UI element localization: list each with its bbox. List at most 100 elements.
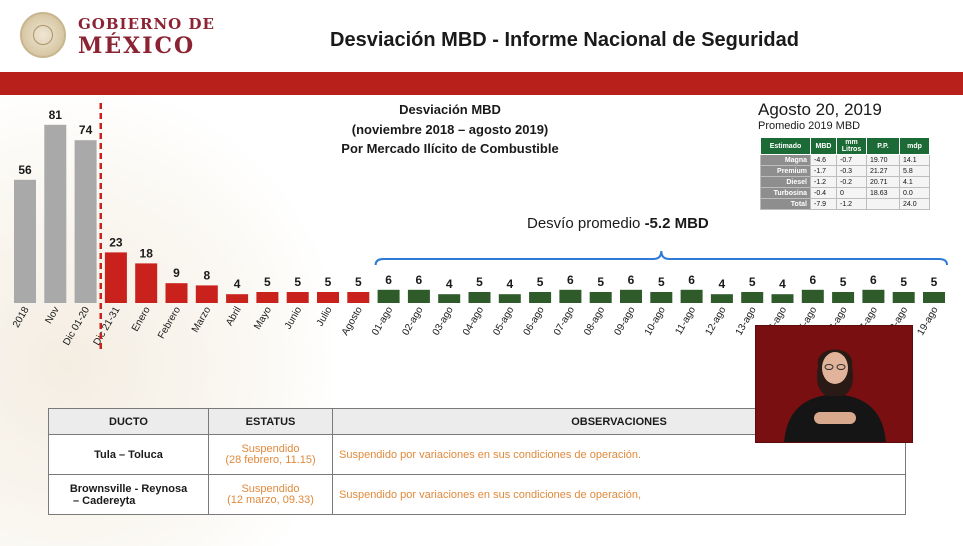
data-label: 5 <box>900 275 907 289</box>
data-label: 5 <box>597 275 604 289</box>
estimate-cell: 5.8 <box>899 165 930 177</box>
bar <box>801 289 824 303</box>
bar <box>680 289 703 303</box>
data-label: 56 <box>18 163 32 177</box>
chart-title: Desviación MBD <box>399 102 501 117</box>
tick-label: 04-ago <box>461 305 486 338</box>
estimate-cell: 24.0 <box>899 198 930 210</box>
ducto-line: Brownsville - Reynosa <box>69 482 188 495</box>
data-label: 4 <box>779 277 786 291</box>
tick-label: Enero <box>130 305 153 334</box>
bar <box>286 292 309 303</box>
tick-label: 09-ago <box>613 305 638 338</box>
tick-label: 11-ago <box>673 305 698 337</box>
interpreter-face-icon <box>822 352 848 384</box>
data-label: 5 <box>325 275 332 289</box>
bar <box>650 292 673 303</box>
tick-label: 19-ago <box>916 305 941 338</box>
tick-label: Dic 01-20 <box>61 305 92 348</box>
tick-label: 08-ago <box>582 305 607 338</box>
bar <box>862 289 885 303</box>
estimate-cell: 14.1 <box>899 154 930 166</box>
chart-subtitle: (noviembre 2018 – agosto 2019) <box>351 122 549 137</box>
bar <box>620 289 642 303</box>
status-date: (28 febrero, 11.15) <box>225 453 316 466</box>
header-band <box>0 72 963 95</box>
data-label: 5 <box>931 275 938 289</box>
data-label: 74 <box>79 123 93 137</box>
estimate-cell <box>866 198 900 210</box>
tick-label: Nov <box>43 305 61 326</box>
table-row: Brownsville - Reynosa – Cadereyta Suspen… <box>48 474 906 515</box>
bar <box>710 294 733 303</box>
bar <box>529 292 552 303</box>
data-label: 8 <box>203 268 210 282</box>
bar <box>74 140 97 303</box>
tick-label: Febrero <box>156 305 183 341</box>
observation-cell: Suspendido por variaciones en sus condic… <box>332 474 906 515</box>
summary-date: Agosto 20, 2019 <box>758 100 882 119</box>
tick-label: 02-ago <box>400 305 425 338</box>
average-deviation-label: Desvío promedio <box>527 215 645 232</box>
data-label: 6 <box>628 273 635 287</box>
seal-icon <box>20 12 66 58</box>
data-label: 81 <box>49 108 63 122</box>
estimate-row: Total -7.9 -1.2 24.0 <box>760 198 930 210</box>
bar <box>771 294 794 303</box>
data-label: 6 <box>416 273 423 287</box>
bar <box>438 294 461 303</box>
bar <box>468 292 491 303</box>
tick-label: 07-ago <box>552 305 577 338</box>
tick-label: Julio <box>315 305 335 329</box>
tick-label: 2018 <box>11 305 32 330</box>
summary-subtitle: Promedio 2019 MBD <box>758 120 861 132</box>
summary-box: Agosto 20, 2019 Promedio 2019 MBD <box>758 100 882 132</box>
logo-text-line2: MÉXICO <box>78 33 196 59</box>
bar <box>14 179 36 303</box>
logo-text-line1: GOBIERNO DE <box>78 15 215 33</box>
sign-language-interpreter-video <box>755 325 913 443</box>
chart-subtitle-2: Por Mercado Ilícito de Combustible <box>341 141 559 156</box>
ducto-cell: Tula – Toluca <box>48 434 209 475</box>
data-label: 6 <box>809 273 816 287</box>
data-label: 5 <box>264 275 271 289</box>
bar <box>256 292 279 303</box>
bar <box>195 285 218 303</box>
estimate-row: Premium -1.7 -0.3 21.27 5.8 <box>760 165 930 177</box>
bar <box>892 292 915 303</box>
tick-label: 10-ago <box>643 305 668 338</box>
bar <box>226 294 249 303</box>
status-date: (12 marzo, 09.33) <box>227 493 314 506</box>
status-text: Suspendido <box>241 482 300 495</box>
bar <box>165 283 188 303</box>
interpreter-hands-icon <box>814 412 856 424</box>
estimate-row: Turbosina -0.4 0 18.63 0.0 <box>760 187 930 199</box>
data-label: 4 <box>719 277 726 291</box>
column-header-estatus: ESTATUS <box>208 408 333 435</box>
ducto-line: – Cadereyta <box>73 494 136 507</box>
bar <box>377 289 400 303</box>
average-deviation: Desvío promedio -5.2 MBD <box>527 215 709 232</box>
average-deviation-value: -5.2 MBD <box>644 215 709 232</box>
estimate-cell: -7.9 <box>810 198 837 210</box>
bar <box>317 292 339 303</box>
bar <box>923 292 945 303</box>
ducto-cell: Brownsville - Reynosa – Cadereyta <box>48 474 209 515</box>
estimate-cell: 19.70 <box>866 154 900 166</box>
tick-label: 01-ago <box>370 305 395 338</box>
estimate-header: MBD <box>810 137 837 155</box>
tick-label: Agosto <box>340 305 365 338</box>
data-label: 4 <box>234 277 241 291</box>
status-text: Suspendido <box>241 442 300 455</box>
column-header-ducto: DUCTO <box>48 408 209 435</box>
bar <box>498 294 521 303</box>
tick-label: Junio <box>283 305 305 332</box>
tick-label: Dic 21-31 <box>92 305 123 348</box>
data-label: 5 <box>840 275 847 289</box>
data-label: 6 <box>870 273 877 287</box>
data-label: 9 <box>173 266 180 280</box>
tick-label: 06-ago <box>522 305 547 338</box>
page-title: Desviación MBD - Informe Nacional de Seg… <box>330 29 799 51</box>
bar <box>407 289 430 303</box>
